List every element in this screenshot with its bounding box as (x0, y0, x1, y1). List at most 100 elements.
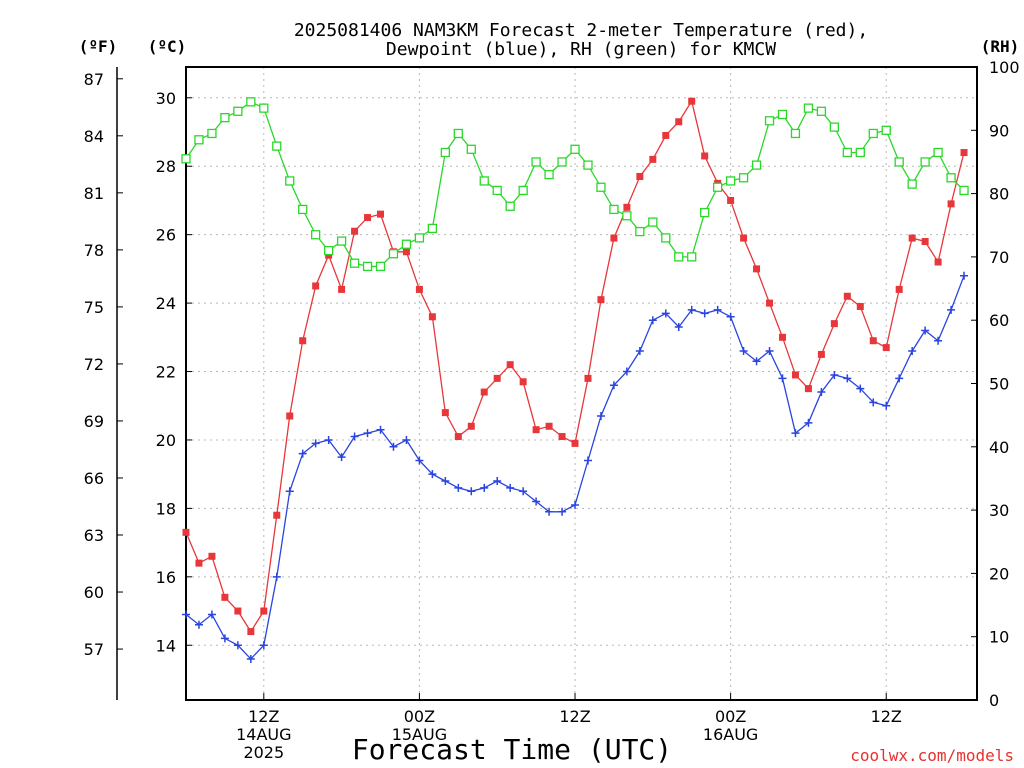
celsius-tick-label: 22 (156, 363, 176, 382)
dewpoint-point (700, 309, 709, 318)
temperature-point (960, 149, 968, 157)
x-axis-label: Forecast Time (UTC) (352, 733, 672, 766)
temperature-point (856, 303, 864, 311)
temperature-point (701, 152, 709, 160)
dewpoint-point (298, 449, 307, 458)
dewpoint-point (545, 507, 554, 516)
rh-point (531, 157, 541, 167)
rh-point (635, 226, 645, 237)
dewpoint-point (895, 374, 904, 383)
rh-point (674, 252, 684, 262)
dewpoint-point (739, 346, 748, 355)
temperature-point (947, 200, 955, 208)
fahrenheit-tick-label: 72 (84, 355, 104, 374)
rh-point (583, 160, 593, 170)
dewpoint-point (830, 370, 839, 379)
fahrenheit-tick-label: 75 (84, 298, 104, 317)
rh-point (466, 144, 476, 154)
dewpoint-point (272, 572, 281, 581)
rh-point (479, 176, 489, 186)
temperature-point (364, 214, 372, 222)
x-tick-label: 00Z (715, 707, 746, 726)
dewpoint-point (389, 442, 398, 451)
temperature-point (234, 607, 242, 615)
temperature-point (934, 258, 942, 266)
temperature-point (675, 118, 683, 126)
dewpoint-point (687, 305, 696, 314)
dewpoint-point (532, 497, 541, 506)
rh-tick-label: 70 (989, 248, 1009, 267)
dewpoint-point (622, 367, 631, 376)
temperature-point (753, 265, 761, 273)
temperature-point (545, 422, 553, 430)
dewpoint-point (467, 487, 476, 496)
rh-point (285, 176, 295, 186)
dewpoint-point (454, 483, 463, 492)
fahrenheit-tick-label: 60 (84, 583, 104, 602)
rh-point (751, 160, 762, 170)
temperature-point (506, 361, 514, 369)
rh-point (622, 211, 632, 221)
dewpoint-point (194, 620, 203, 629)
temperature-point (688, 97, 696, 105)
fahrenheit-tick-label: 69 (84, 412, 104, 431)
rh-point (375, 261, 386, 272)
rh-point (894, 157, 904, 167)
series-layer (181, 97, 969, 663)
dewpoint-point (207, 610, 216, 619)
dewpoint-point (908, 346, 917, 355)
dewpoint-point (856, 384, 865, 393)
temperature-point (467, 422, 475, 430)
dewpoint-point (661, 309, 670, 318)
rh-point (323, 245, 334, 256)
rh-point (933, 147, 943, 158)
dewpoint-point (311, 439, 320, 448)
rh-point (881, 125, 891, 135)
rh-point (920, 157, 930, 167)
temperature-point (843, 292, 851, 300)
fahrenheit-tick-label: 57 (84, 640, 104, 659)
fahrenheit-tick-label: 84 (84, 127, 104, 146)
rh-point (855, 147, 865, 158)
temperature-point (480, 388, 488, 396)
dewpoint-point (778, 374, 787, 383)
rh-point (311, 230, 321, 240)
dewpoint-point (376, 425, 385, 434)
rh-point (648, 217, 658, 227)
temperature-point (830, 320, 838, 328)
dewpoint-point (493, 477, 502, 486)
temperature-point (312, 282, 320, 290)
dewpoint-point (363, 429, 372, 438)
x-tick-label: 00Z (404, 707, 435, 726)
temperature-point (519, 378, 527, 386)
rh-point (259, 103, 269, 113)
rh-tick-label: 10 (989, 628, 1009, 647)
temperature-point (351, 227, 359, 235)
temperature-point (662, 131, 670, 139)
celsius-tick-label: 14 (156, 636, 176, 655)
dewpoint-point (428, 470, 437, 479)
fahrenheit-tick-label: 78 (84, 241, 104, 260)
temperature-point (195, 559, 203, 567)
rh-point (661, 233, 671, 243)
celsius-tick-label: 20 (156, 431, 176, 450)
rh-unit-label: (RH) (981, 37, 1020, 56)
dewpoint-point (609, 381, 618, 390)
rh-point (349, 258, 360, 268)
dewpoint-point (441, 477, 450, 486)
dewpoint-point (882, 401, 891, 410)
rh-point (518, 185, 528, 196)
temperature-point (221, 593, 229, 601)
dewpoint-point (337, 453, 346, 462)
fahrenheit-unit-label: (ºF) (79, 37, 118, 56)
rh-tick-label: 90 (989, 121, 1009, 140)
rh-point (272, 141, 282, 151)
rh-point (790, 128, 801, 139)
rh-point (946, 173, 956, 183)
x-tick-label: 2025 (243, 743, 284, 762)
temperature-point (597, 296, 605, 304)
rh-tick-label: 40 (989, 438, 1009, 457)
x-tick-label: 12Z (871, 707, 902, 726)
rh-tick-label: 30 (989, 501, 1009, 520)
temperature-point (377, 210, 385, 218)
